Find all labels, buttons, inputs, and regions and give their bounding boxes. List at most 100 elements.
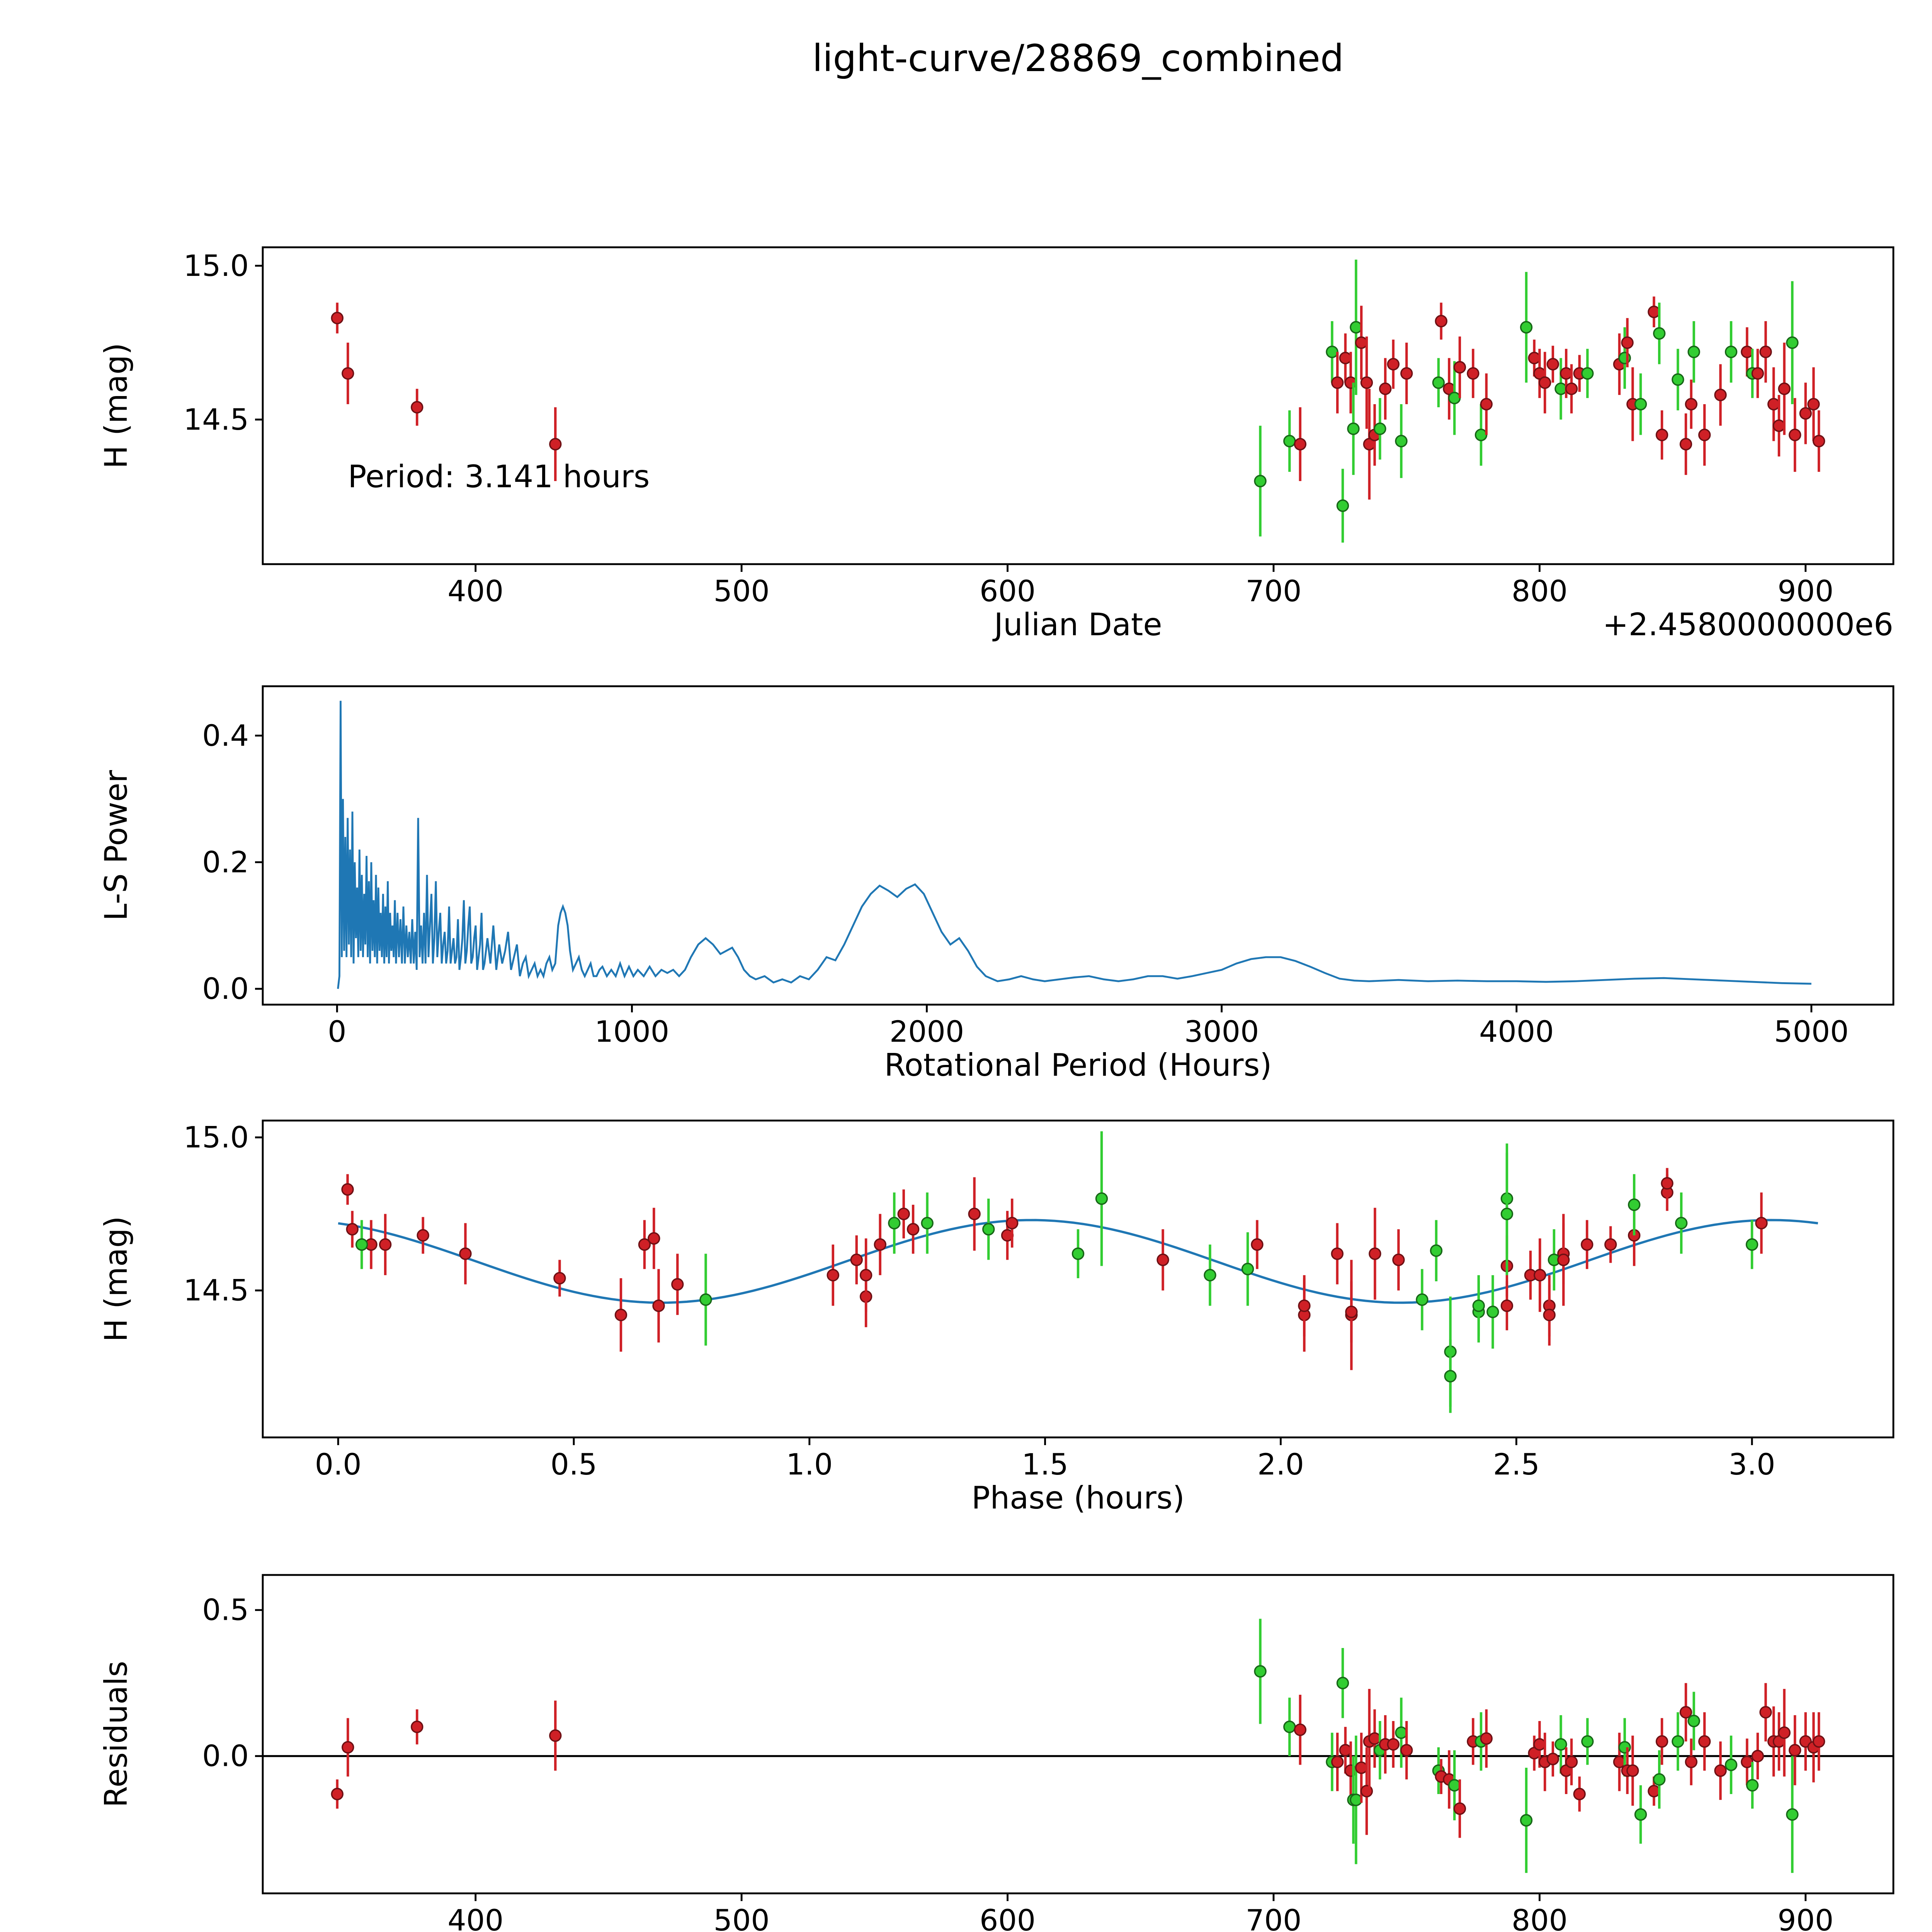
data-point-green: [1444, 1370, 1457, 1383]
data-point-red: [1331, 1247, 1344, 1260]
x-tick-label: 1000: [595, 1014, 669, 1049]
data-point-red: [549, 1729, 562, 1742]
data-point-red: [331, 1787, 344, 1801]
data-point-green: [1432, 376, 1445, 389]
x-tick-label: 2.5: [1493, 1447, 1540, 1481]
data-point-red: [1581, 1238, 1594, 1251]
data-point-red: [1368, 1732, 1381, 1745]
data-point-green: [1283, 435, 1296, 447]
data-point-green: [1634, 1808, 1647, 1821]
data-point-green: [1254, 1665, 1267, 1678]
data-point-green: [1395, 1726, 1408, 1739]
data-point-red: [1006, 1217, 1019, 1230]
y-tick-label: 0.0: [202, 1739, 249, 1773]
data-point-red: [1621, 336, 1634, 349]
data-point-red: [1387, 358, 1400, 371]
data-point-red: [1400, 1744, 1413, 1757]
data-point-red: [1813, 1735, 1825, 1748]
data-point-red: [1533, 1738, 1546, 1751]
data-point-red: [1751, 1750, 1764, 1762]
x-tick-label: 2000: [889, 1014, 964, 1049]
data-point-green: [1241, 1263, 1254, 1276]
data-point-red: [1655, 1735, 1668, 1748]
y-axis-label: Residuals: [98, 1661, 134, 1808]
x-tick-label: 3000: [1184, 1014, 1259, 1049]
periodogram-line: [337, 701, 1811, 989]
x-tick-label: 600: [980, 1903, 1036, 1932]
data-point-red: [1778, 383, 1791, 395]
data-point-red: [346, 1223, 359, 1236]
data-point-red: [1546, 1753, 1560, 1765]
data-point-red: [1528, 352, 1541, 364]
data-point-red: [459, 1247, 472, 1260]
data-point-red: [1626, 1764, 1639, 1777]
x-tick-label: 500: [714, 1903, 770, 1932]
data-point-green: [1653, 327, 1666, 340]
x-tick-label: 500: [714, 574, 770, 608]
data-point-red: [1755, 1217, 1768, 1230]
data-point-green: [1071, 1247, 1085, 1260]
data-point-green: [1786, 336, 1799, 349]
data-point-green: [1374, 422, 1386, 435]
data-point-red: [1685, 1755, 1698, 1769]
data-point-red: [1557, 1253, 1570, 1266]
x-tick-label: 800: [1512, 1903, 1568, 1932]
data-point-green: [1254, 474, 1267, 488]
y-tick-label: 0.0: [202, 971, 249, 1006]
data-point-red: [553, 1272, 566, 1285]
data-point-green: [1675, 1217, 1688, 1230]
data-point-red: [1534, 1269, 1546, 1282]
data-point-red: [1648, 305, 1660, 318]
data-point-green: [1448, 391, 1461, 405]
data-point-red: [638, 1238, 651, 1251]
data-point-red: [1546, 358, 1560, 371]
data-point-red: [906, 1223, 920, 1236]
data-point-red: [1500, 1299, 1514, 1312]
y-axis-label: H (mag): [98, 343, 134, 469]
data-point-red: [1355, 336, 1368, 349]
data-point-red: [1714, 1764, 1727, 1777]
data-point-red: [1813, 435, 1825, 447]
data-point-red: [1565, 383, 1578, 395]
x-tick-label: 1.5: [1022, 1447, 1068, 1481]
data-point-green: [1672, 373, 1684, 386]
data-point-green: [1554, 1738, 1567, 1751]
data-point-green: [1486, 1305, 1499, 1318]
data-point-red: [1698, 1735, 1711, 1748]
data-point-red: [874, 1238, 886, 1251]
data-point-green: [888, 1217, 901, 1230]
data-point-red: [1294, 1723, 1307, 1736]
y-tick-label: 15.0: [184, 248, 249, 283]
data-point-red: [1538, 376, 1551, 389]
y-tick-label: 0.5: [202, 1593, 249, 1627]
x-tick-label: 400: [447, 574, 503, 608]
period-annotation: Period: 3.141 hours: [348, 459, 650, 495]
data-point-red: [1789, 1744, 1801, 1757]
data-point-red: [652, 1299, 665, 1312]
data-point-red: [1331, 376, 1344, 389]
data-point-green: [1653, 1773, 1666, 1786]
data-point-green: [1472, 1299, 1485, 1312]
data-point-red: [1741, 345, 1753, 358]
y-tick-label: 0.2: [202, 845, 249, 879]
data-point-green: [699, 1293, 712, 1306]
data-point-green: [1430, 1244, 1443, 1257]
data-point-red: [1648, 1785, 1660, 1798]
data-point-red: [1156, 1253, 1169, 1266]
data-point-green: [921, 1217, 934, 1230]
data-point-red: [1778, 1726, 1791, 1739]
y-tick-label: 14.5: [184, 402, 249, 437]
data-point-green: [1204, 1269, 1216, 1282]
x-tick-label: 700: [1245, 1903, 1301, 1932]
data-point-red: [549, 438, 562, 451]
data-point-red: [1387, 1738, 1400, 1751]
data-point-red: [827, 1269, 839, 1282]
data-point-red: [1759, 1706, 1772, 1719]
axes-spines: [262, 1119, 1895, 1439]
x-tick-label: 3.0: [1729, 1447, 1776, 1481]
data-point-green: [1520, 1814, 1533, 1827]
data-point-red: [1339, 1744, 1352, 1757]
data-point-red: [1789, 429, 1801, 441]
data-point-red: [1467, 367, 1480, 380]
